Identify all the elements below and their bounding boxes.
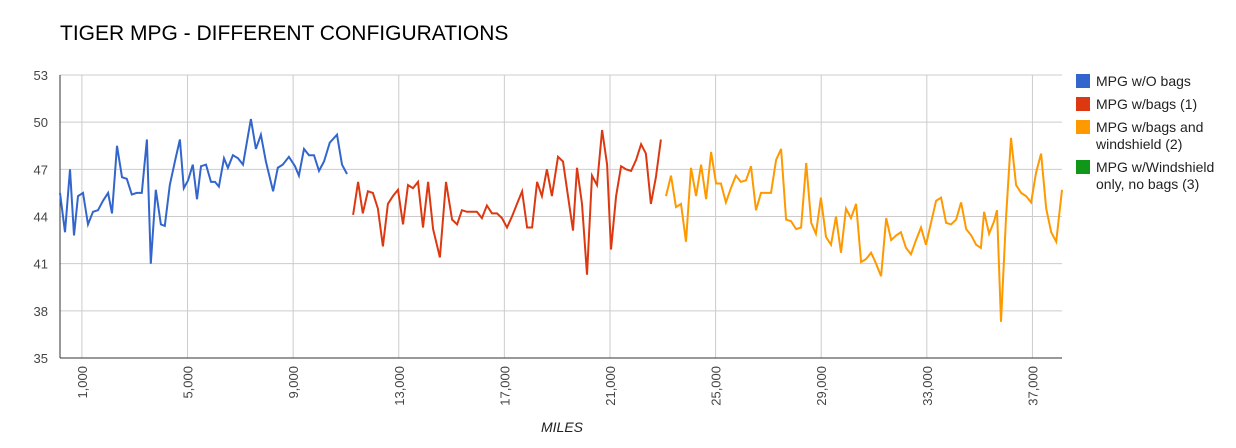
x-tick-label: 13,000 (392, 366, 407, 406)
y-tick-label: 44 (34, 210, 48, 225)
x-tick-label: 29,000 (814, 366, 829, 406)
y-tick-label: 53 (34, 68, 48, 83)
y-tick-label: 41 (34, 257, 48, 272)
legend-swatch (1076, 160, 1090, 174)
x-axis-label: MILES (541, 419, 584, 435)
legend-label: MPG w/bags (1) (1096, 96, 1198, 112)
legend-item: MPG w/Windshield only, no bags (3) (1076, 159, 1234, 193)
x-tick-label: 17,000 (497, 366, 512, 406)
x-tick-label: 33,000 (920, 366, 935, 406)
legend-label: MPG w/O bags (1096, 73, 1191, 89)
y-tick-label: 35 (34, 351, 48, 366)
legend-item: MPG w/O bags (1076, 73, 1234, 90)
x-tick-label: 21,000 (603, 366, 618, 406)
legend-swatch (1076, 74, 1090, 88)
legend-label: MPG w/Windshield only, no bags (3) (1096, 159, 1215, 192)
x-tick-label: 25,000 (709, 366, 724, 406)
y-tick-label: 47 (34, 162, 48, 177)
y-tick-label: 38 (34, 304, 48, 319)
legend-item: MPG w/bags and windshield (2) (1076, 119, 1234, 153)
series-line (59, 118, 348, 264)
x-tick-label: 5,000 (181, 366, 196, 399)
x-tick-label: 9,000 (286, 366, 301, 399)
y-tick-label: 50 (34, 115, 48, 130)
legend: MPG w/O bags MPG w/bags (1) MPG w/bags and… (1076, 73, 1234, 199)
x-tick-label: 37,000 (1025, 366, 1040, 406)
legend-swatch (1076, 120, 1090, 134)
x-tick-label: 1,000 (75, 366, 90, 399)
chart-title: TIGER MPG - DIFFERENT CONFIGURATIONS (60, 22, 508, 45)
series-line (665, 137, 1063, 322)
series-line (352, 129, 662, 275)
legend-item: MPG w/bags (1) (1076, 96, 1234, 113)
legend-swatch (1076, 97, 1090, 111)
legend-label: MPG w/bags and windshield (2) (1096, 119, 1204, 152)
